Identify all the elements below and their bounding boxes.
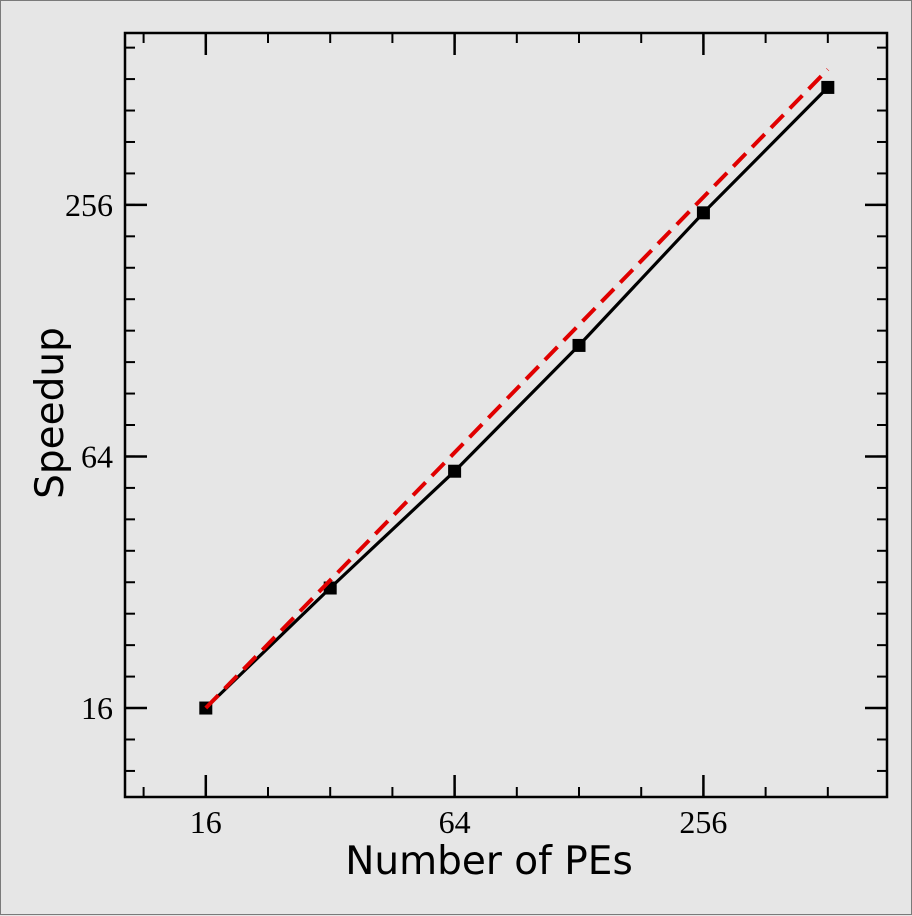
major-ticks (125, 33, 887, 797)
data-point-marker (572, 338, 586, 352)
y-tick-label: 64 (81, 438, 113, 474)
x-tick-label: 16 (190, 804, 222, 840)
series-layer (199, 68, 835, 715)
x-tick-label: 64 (439, 804, 471, 840)
x-tick-label: 256 (679, 804, 727, 840)
x-axis-title: Number of PEs (345, 839, 633, 884)
x-tick-labels: 16 64 256 (190, 804, 728, 840)
data-point-marker (821, 80, 835, 94)
data-point-marker (696, 206, 710, 220)
y-tick-label: 256 (65, 187, 113, 223)
data-point-marker (448, 464, 462, 478)
measured-speedup-line (204, 86, 829, 710)
y-tick-label: 16 (81, 690, 113, 726)
y-tick-labels: 16 64 256 (65, 187, 113, 726)
minor-ticks (125, 33, 887, 797)
y-axis-title: Speedup (28, 327, 73, 499)
ideal-speedup-line (204, 68, 830, 710)
plot-area (123, 31, 889, 799)
